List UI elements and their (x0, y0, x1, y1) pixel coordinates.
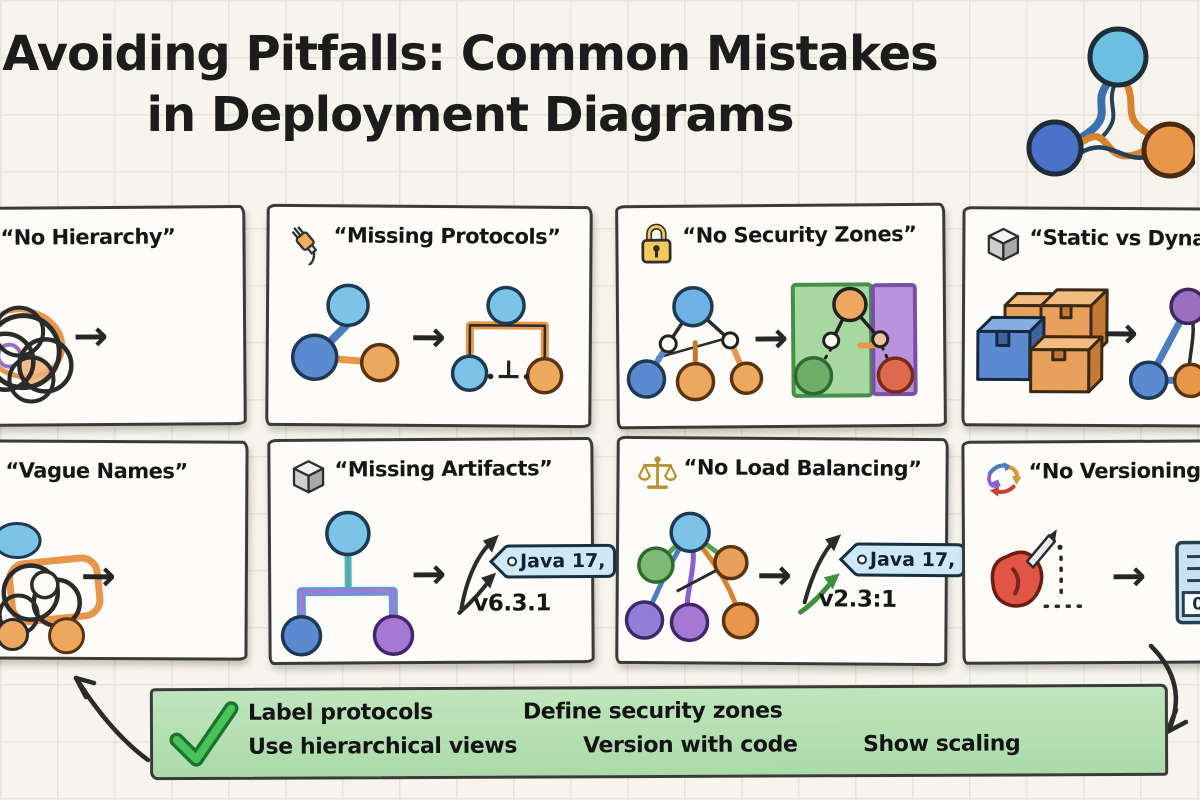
card-no-versioning: “No Versioning” 0 → (961, 439, 1200, 665)
arrow-icon: → (80, 550, 117, 601)
banner-item: Label protocols (247, 699, 433, 726)
tangle-illustration (0, 305, 74, 404)
network-logo-icon (1026, 26, 1195, 179)
vague-tangle-illustration (0, 522, 104, 655)
version-text: v2.3:1 (818, 586, 897, 613)
page-title-line1: Avoiding Pitfalls: Common Mistakes (2, 26, 938, 82)
curved-arrow-right-icon (1148, 643, 1189, 735)
artifacts-illustration (280, 510, 499, 657)
card-no-hierarchy: “No Hierarchy” → (0, 205, 247, 427)
cube-icon (987, 227, 1020, 262)
arrow-icon: → (1102, 307, 1139, 358)
padlock-icon (641, 223, 672, 264)
protocols-illustration (290, 283, 564, 395)
security-zones-illustration (626, 282, 918, 402)
cycle-icon (987, 462, 1022, 497)
card-static-vs-dynamic: “Static vs Dynamic” (961, 206, 1200, 428)
curved-arrow-left-icon (73, 675, 151, 763)
banner-item: Version with code (583, 732, 798, 759)
best-practices-banner: Label protocols Define security zones Us… (149, 683, 1169, 781)
page-title-line2: in Deployment Diagrams (146, 87, 795, 144)
scale-icon (638, 456, 677, 489)
java-version-tag: Java 17, (500, 543, 617, 579)
doc-version-label: 0 (1192, 594, 1200, 615)
java-version-tag: Java 17, (850, 542, 967, 578)
card-no-load-balancing: “No Load Balancing” → Java 17, v2.3:1 (615, 435, 967, 667)
arrow-icon: → (1110, 550, 1147, 600)
banner-item: Define security zones (522, 698, 783, 725)
card-no-security-zones: “No Security Zones” (615, 202, 947, 430)
plug-icon (291, 226, 318, 266)
banner-item: Use hierarchical views (248, 733, 518, 760)
banner-item: Show scaling (863, 731, 1021, 758)
load-balancing-illustration (624, 511, 842, 643)
boxes-to-network-illustration (976, 287, 1200, 400)
card-missing-protocols: “Missing Protocols” → (265, 203, 593, 429)
arrow-icon: → (756, 549, 793, 600)
card-missing-artifacts: “Missing Artifacts” → Java 17, v6.3.1 (267, 437, 617, 665)
page-title: Avoiding Pitfalls: Common Mistakes in De… (0, 24, 1000, 147)
cube-icon (292, 460, 325, 494)
arrow-icon: → (410, 311, 447, 362)
version-text: v6.3.1 (473, 590, 551, 617)
checkmark-icon (169, 701, 239, 767)
arrow-icon: → (752, 312, 789, 363)
card-vague-names: “Vague Names” → (0, 439, 249, 661)
arrow-icon: → (410, 548, 447, 599)
versioning-illustration (990, 529, 1200, 625)
arrow-icon: → (72, 310, 109, 361)
